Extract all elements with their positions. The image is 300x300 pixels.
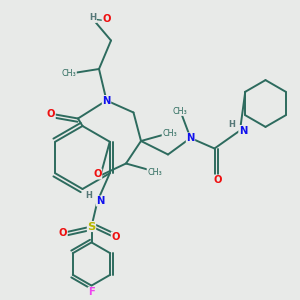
Text: N: N bbox=[102, 95, 111, 106]
Text: N: N bbox=[239, 125, 247, 136]
Text: H: H bbox=[86, 190, 92, 200]
Text: F: F bbox=[88, 287, 95, 297]
Text: CH₃: CH₃ bbox=[162, 129, 177, 138]
Text: H: H bbox=[228, 120, 235, 129]
Text: O: O bbox=[59, 227, 67, 238]
Text: CH₃: CH₃ bbox=[147, 168, 162, 177]
Text: N: N bbox=[186, 133, 195, 143]
Text: CH₃: CH₃ bbox=[61, 69, 76, 78]
Text: N: N bbox=[96, 196, 105, 206]
Text: CH₃: CH₃ bbox=[172, 106, 188, 116]
Text: O: O bbox=[102, 14, 111, 25]
Text: O: O bbox=[111, 232, 120, 242]
Text: S: S bbox=[87, 221, 96, 232]
Text: H: H bbox=[89, 14, 97, 22]
Text: O: O bbox=[213, 175, 222, 185]
Text: O: O bbox=[47, 109, 55, 119]
Text: O: O bbox=[93, 169, 102, 179]
